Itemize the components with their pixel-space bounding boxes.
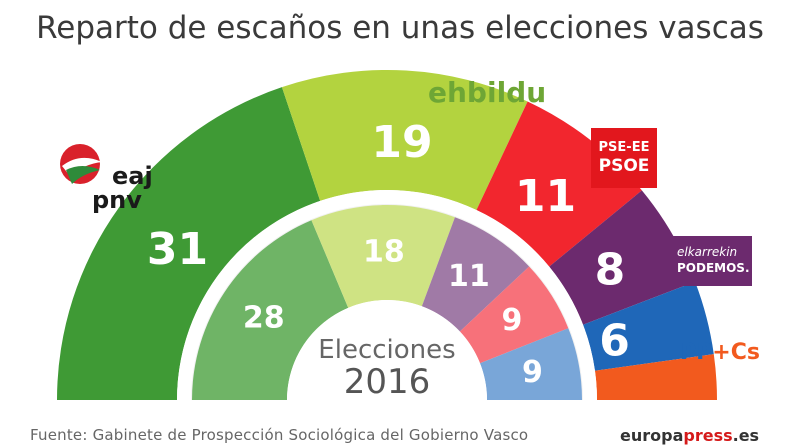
inner-seg-pp — [479, 328, 583, 400]
outer-seg-otros — [594, 354, 717, 400]
brand-accent: press — [683, 426, 733, 445]
brand-footer: europapress.es — [620, 426, 759, 445]
outer-seg-eaj-pnv — [57, 87, 321, 401]
inner-seg-pse-ee-psoe — [459, 266, 569, 364]
outer-seg-elkarrekin-podemos — [549, 190, 696, 325]
inner-seg-elkarrekin-podemos — [421, 217, 530, 332]
pnv-logo-line1: eaj — [112, 162, 153, 190]
outer-ring — [57, 70, 717, 401]
podemos-logo: elkarrekin PODEMOS. — [672, 236, 752, 286]
inner-label-eaj-pnv: 28 — [243, 301, 285, 336]
psoe-logo-line1: PSE-EE — [598, 140, 650, 155]
bildu-logo: ehbildu — [428, 76, 547, 109]
inner-label-pp: 9 — [522, 355, 543, 390]
pnv-trefoil-icon — [60, 144, 102, 184]
podemos-logo-line1: elkarrekin — [677, 245, 738, 259]
center-label-line1: Elecciones — [318, 335, 455, 365]
cs-logo-text: Cs — [730, 340, 760, 365]
podemos-logo-line2: PODEMOS. — [677, 261, 750, 275]
inner-label-eh-bildu: 18 — [363, 235, 405, 270]
pnv-logo: eaj pnv — [52, 140, 162, 220]
chart-title: Reparto de escaños en unas elecciones va… — [36, 10, 764, 46]
seat-labels: 31 19 11 8 6 28 18 11 9 9 — [147, 117, 630, 390]
center-label-line2: 2016 — [344, 362, 431, 402]
outer-label-pse-ee-psoe: 11 — [515, 171, 576, 222]
center-hole — [287, 300, 487, 400]
inner-seg-eaj-pnv — [192, 220, 349, 400]
inner-label-elkarrekin-podemos: 11 — [448, 259, 490, 294]
ppcs-logo: PP+Cs — [680, 340, 770, 380]
outer-seg-eh-bildu — [281, 70, 528, 211]
inner-label-pse-ee-psoe: 9 — [502, 303, 523, 338]
pp-logo-text: PP — [680, 340, 713, 365]
source-note: Fuente: Gabinete de Prospección Sociológ… — [30, 426, 529, 444]
outer-seg-pp-cs — [583, 281, 714, 371]
outer-label-elkarrekin-podemos: 8 — [595, 245, 626, 296]
outer-label-eaj-pnv: 31 — [147, 224, 208, 275]
pnv-logo-line2: pnv — [92, 186, 142, 214]
inner-ring — [192, 204, 583, 400]
plus-sign: + — [712, 340, 731, 365]
brand-suffix: .es — [732, 426, 760, 445]
outer-label-pp-cs: 6 — [599, 316, 630, 367]
brand-prefix: europa — [620, 426, 684, 445]
inner-seg-eh-bildu — [311, 204, 455, 308]
outer-label-eh-bildu: 19 — [371, 117, 432, 168]
psoe-logo: PSE-EE PSOE — [591, 128, 657, 188]
psoe-logo-line2: PSOE — [598, 156, 650, 176]
outer-seg-pse-ee-psoe — [476, 101, 642, 267]
